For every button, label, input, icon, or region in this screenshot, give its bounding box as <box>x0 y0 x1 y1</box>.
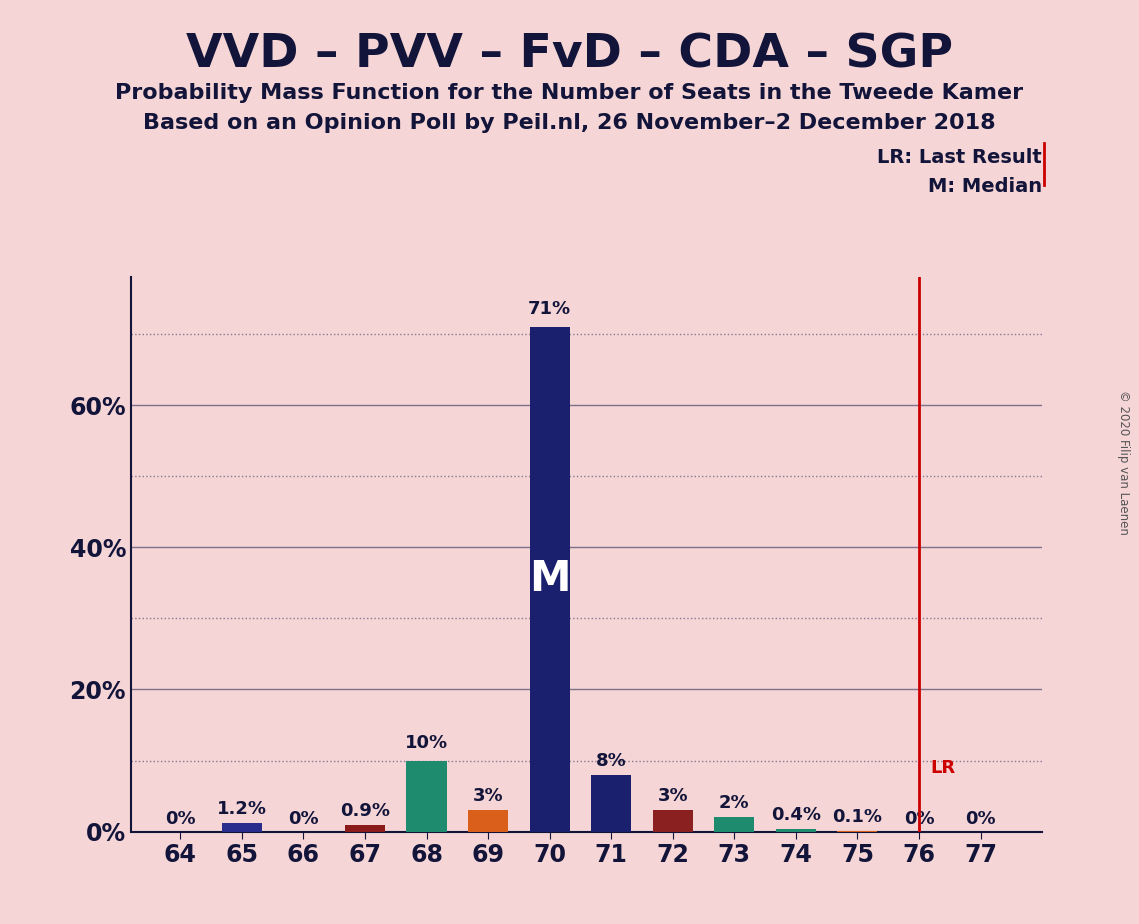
Text: Probability Mass Function for the Number of Seats in the Tweede Kamer: Probability Mass Function for the Number… <box>115 83 1024 103</box>
Text: LR: Last Result: LR: Last Result <box>877 148 1042 167</box>
Text: 10%: 10% <box>405 734 448 752</box>
Text: M: M <box>528 558 571 601</box>
Text: 0%: 0% <box>288 810 319 828</box>
Text: 0.9%: 0.9% <box>339 802 390 821</box>
Bar <box>653 810 693 832</box>
Bar <box>345 825 385 832</box>
Text: 0.1%: 0.1% <box>833 808 883 826</box>
Text: 0%: 0% <box>966 810 995 828</box>
Text: LR: LR <box>931 759 956 777</box>
Text: 2%: 2% <box>719 795 749 812</box>
Text: 3%: 3% <box>657 787 688 806</box>
Text: 3%: 3% <box>473 787 503 806</box>
Text: VVD – PVV – FvD – CDA – SGP: VVD – PVV – FvD – CDA – SGP <box>186 32 953 78</box>
Text: 0.4%: 0.4% <box>771 806 821 824</box>
Text: 1.2%: 1.2% <box>216 800 267 818</box>
Text: 0%: 0% <box>903 810 934 828</box>
Bar <box>714 818 754 832</box>
Bar <box>407 760 446 832</box>
Text: M: Median: M: Median <box>928 177 1042 197</box>
Text: © 2020 Filip van Laenen: © 2020 Filip van Laenen <box>1117 390 1130 534</box>
Text: Based on an Opinion Poll by Peil.nl, 26 November–2 December 2018: Based on an Opinion Poll by Peil.nl, 26 … <box>144 113 995 133</box>
Text: 71%: 71% <box>528 300 571 319</box>
Bar <box>468 810 508 832</box>
Bar <box>530 327 570 832</box>
Text: 8%: 8% <box>596 752 626 770</box>
Bar <box>591 774 631 832</box>
Bar <box>776 829 816 832</box>
Text: 0%: 0% <box>165 810 196 828</box>
Bar <box>222 823 262 832</box>
